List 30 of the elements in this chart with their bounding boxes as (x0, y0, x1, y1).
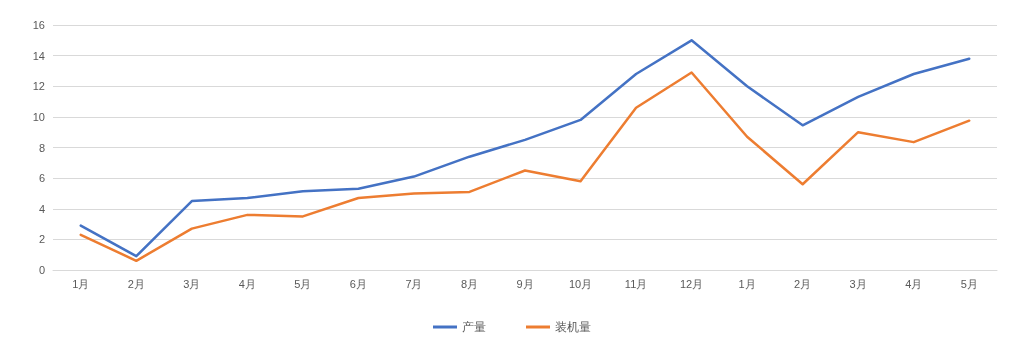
x-tick-label: 3月 (183, 277, 201, 290)
x-tick-label: 5月 (960, 277, 978, 290)
legend-label: 产量 (462, 320, 486, 334)
y-tick-label: 10 (32, 110, 45, 123)
x-tick-label: 4月 (238, 277, 256, 290)
x-tick-label: 2月 (127, 277, 145, 290)
y-tick-label: 4 (38, 202, 45, 215)
legend-label: 装机量 (555, 320, 591, 334)
x-tick-label: 1月 (72, 277, 90, 290)
y-tick-label: 8 (38, 141, 45, 154)
line-series (79, 71, 971, 263)
x-tick-label: 3月 (849, 277, 867, 290)
x-tick-label: 2月 (794, 277, 812, 290)
y-tick-label: 16 (32, 19, 45, 31)
y-tick-label: 6 (38, 172, 45, 185)
x-tick-label: 1月 (738, 277, 756, 290)
x-tick-label: 10月 (568, 277, 593, 290)
y-tick-label: 0 (38, 264, 45, 276)
x-tick-label: 6月 (349, 277, 367, 290)
x-tick-label: 5月 (294, 277, 312, 290)
y-tick-label: 12 (32, 80, 45, 93)
y-tick-label: 14 (32, 49, 45, 62)
x-tick-label: 11月 (624, 277, 648, 290)
x-tick-label: 9月 (516, 277, 534, 290)
y-tick-label: 2 (38, 233, 45, 246)
x-tick-label: 8月 (460, 277, 479, 290)
x-tick-label: 7月 (405, 277, 423, 290)
line-series (79, 39, 971, 258)
x-tick-label: 4月 (905, 277, 923, 290)
x-tick-label: 12月 (679, 277, 704, 290)
